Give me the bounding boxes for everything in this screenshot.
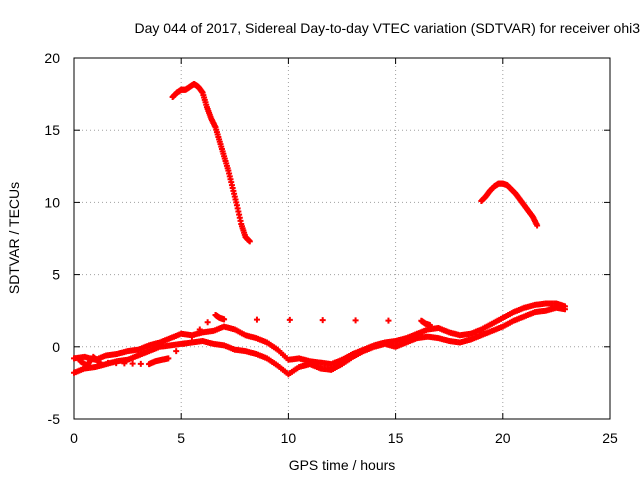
y-tick-label: 0 [52,339,60,355]
x-tick-label: 15 [388,430,404,446]
axis-ticks: 0 5 10 15 20 25 -5 0 5 10 15 20 [44,50,618,446]
data-point [137,360,144,367]
y-tick-label: 10 [44,194,60,210]
data-point [196,326,203,333]
y-tick-label: 20 [44,50,60,66]
y-tick-label: 5 [52,267,60,283]
x-tick-label: 25 [602,430,618,446]
series-arc-2 [478,180,541,229]
y-axis-label: SDTVAR / TECUs [6,182,22,294]
data-point [246,238,253,245]
grid [74,58,610,419]
data-point [221,316,228,323]
plot-frame [73,57,611,420]
chart-title: Day 044 of 2017, Sidereal Day-to-day VTE… [134,20,640,36]
series-fragments [77,312,433,369]
data-point [561,306,568,313]
data-point [165,355,172,362]
data-point [104,359,111,366]
data-point [534,222,541,229]
x-tick-label: 20 [495,430,511,446]
x-axis-label: GPS time / hours [289,457,396,473]
data-points [71,80,568,378]
data-point [181,340,188,347]
series-band-lower [71,304,568,378]
x-tick-label: 10 [281,430,297,446]
series-arc-1 [169,80,253,245]
y-tick-label: -5 [48,411,61,427]
data-point [129,360,136,367]
data-point [426,322,433,329]
data-point [286,316,293,323]
data-point [121,360,128,367]
data-point [204,319,211,326]
data-point [352,317,359,324]
data-point [173,348,180,355]
data-point [96,359,103,366]
data-point [385,317,392,324]
data-point [113,360,120,367]
y-tick-label: 15 [44,122,60,138]
data-point [188,333,195,340]
x-tick-label: 5 [177,430,185,446]
data-point [319,317,326,324]
x-tick-label: 0 [70,430,78,446]
data-point [253,316,260,323]
